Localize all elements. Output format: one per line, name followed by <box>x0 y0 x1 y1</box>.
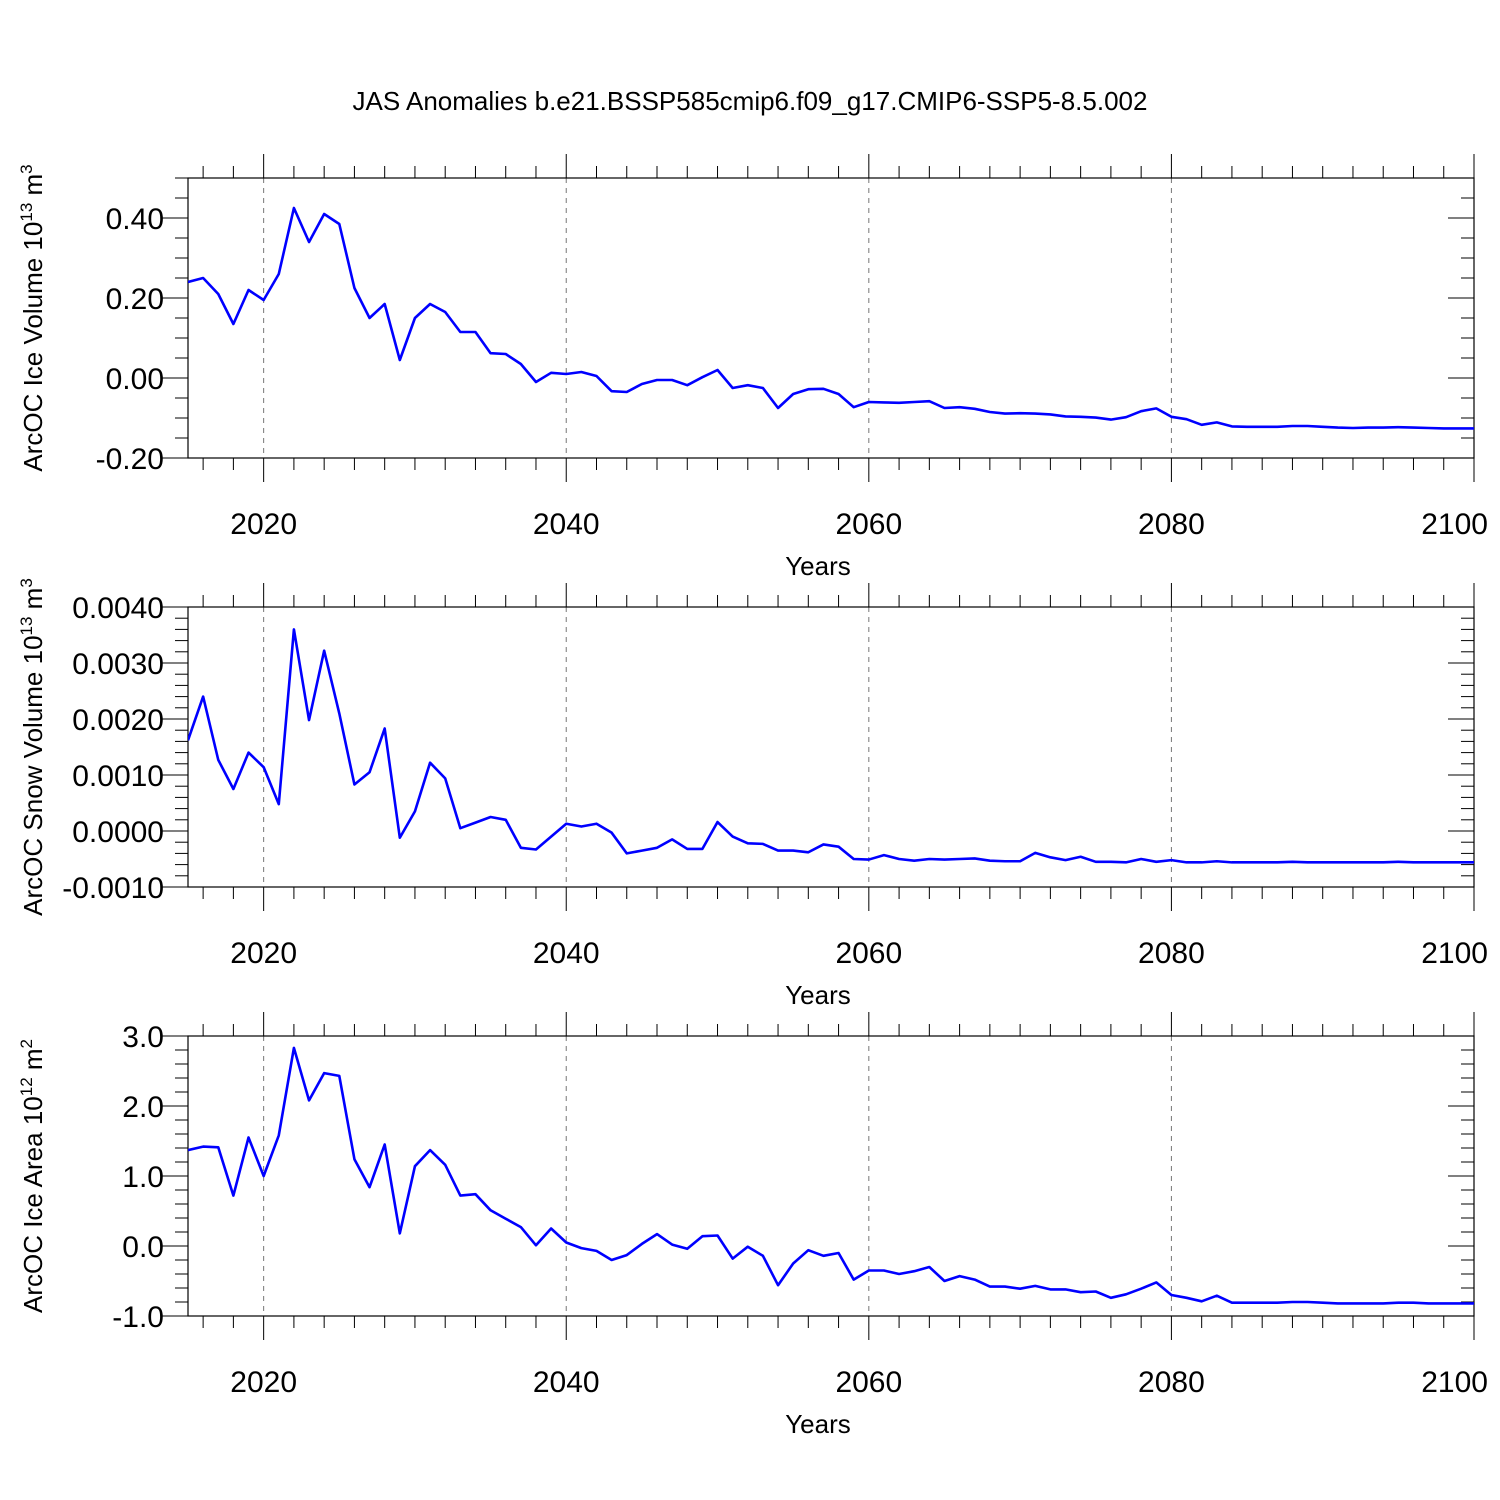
y-axis-title: ArcOC Ice Area 1012 m2 <box>17 1039 48 1313</box>
chart-panel-3: -1.0 0.0 1.0 2.0 3.0 2020 2040 2060 2080 2100 Year… <box>17 1012 1488 1439</box>
x-tick-label: 2020 <box>230 1366 297 1399</box>
y-tick-label: -1.0 <box>112 1301 164 1334</box>
y-axis-title-superscript: 13 <box>17 203 36 222</box>
y-tick-label: 0.0030 <box>72 648 164 681</box>
y-axis-title-superscript: 3 <box>17 578 36 587</box>
series-line <box>188 628 1474 864</box>
chart-panel-2: -0.0010 0.0000 0.0010 0.0020 0.0030 0.0040 202… <box>17 578 1488 1010</box>
x-tick-label: 2040 <box>533 1366 600 1399</box>
plot-frame <box>187 606 1475 888</box>
y-axis-title-superscript: 2 <box>17 1039 36 1048</box>
x-tick-label: 2100 <box>1421 508 1488 541</box>
plot-frame <box>187 177 1475 459</box>
y-axis-title: ArcOC Snow Volume 1013 m3 <box>17 578 48 916</box>
y-axis-title-text: ArcOC Ice Volume 10 <box>18 222 48 472</box>
y-tick-label: 0.0000 <box>72 816 164 849</box>
series-line <box>188 206 1474 430</box>
x-tick-label: 2040 <box>533 937 600 970</box>
x-axis-title: Years <box>785 551 851 581</box>
x-tick-label: 2040 <box>533 508 600 541</box>
figure-title: JAS Anomalies b.e21.BSSP585cmip6.f09_g17… <box>353 86 1148 116</box>
y-tick-label: 0.40 <box>106 203 164 236</box>
y-axis-title-superscript: 12 <box>17 1077 36 1096</box>
y-axis-title-superscript: 3 <box>17 164 36 173</box>
y-tick-label: 0.20 <box>106 283 164 316</box>
x-tick-label: 2080 <box>1138 1366 1205 1399</box>
y-tick-label: 3.0 <box>122 1021 164 1054</box>
x-tick-label: 2080 <box>1138 508 1205 541</box>
y-tick-label: 0.00 <box>106 363 164 396</box>
panels: -0.20 0.00 0.20 0.40 2020 2040 2060 2080 2100 Yea… <box>17 154 1488 1439</box>
x-axis-title: Years <box>785 1409 851 1439</box>
y-tick-label: -0.0010 <box>62 872 164 905</box>
x-tick-label: 2060 <box>835 1366 902 1399</box>
y-tick-label: 0.0020 <box>72 704 164 737</box>
y-tick-label: 0.0040 <box>72 592 164 625</box>
x-tick-label: 2020 <box>230 508 297 541</box>
y-axis-title-text: m <box>18 174 48 203</box>
x-tick-label: 2100 <box>1421 937 1488 970</box>
series-line <box>188 1046 1474 1305</box>
y-tick-label: 0.0 <box>122 1231 164 1264</box>
y-tick-label: 1.0 <box>122 1161 164 1194</box>
y-tick-label: -0.20 <box>96 443 164 476</box>
y-tick-label: 2.0 <box>122 1091 164 1124</box>
x-axis-title: Years <box>785 980 851 1010</box>
y-axis-title-text: m <box>18 1048 48 1077</box>
chart-panel-1: -0.20 0.00 0.20 0.40 2020 2040 2060 2080 2100 Yea… <box>17 154 1488 581</box>
y-axis-title-superscript: 13 <box>17 617 36 636</box>
x-tick-label: 2100 <box>1421 1366 1488 1399</box>
y-tick-label: 0.0010 <box>72 760 164 793</box>
x-tick-label: 2060 <box>835 937 902 970</box>
y-axis-title-text: ArcOC Snow Volume 10 <box>18 635 48 915</box>
x-tick-label: 2060 <box>835 508 902 541</box>
y-axis-title: ArcOC Ice Volume 1013 m3 <box>17 164 48 471</box>
x-tick-label: 2020 <box>230 937 297 970</box>
plot-frame <box>187 1035 1475 1317</box>
x-tick-label: 2080 <box>1138 937 1205 970</box>
y-axis-title-text: m <box>18 588 48 617</box>
y-axis-title-text: ArcOC Ice Area 10 <box>18 1096 48 1313</box>
